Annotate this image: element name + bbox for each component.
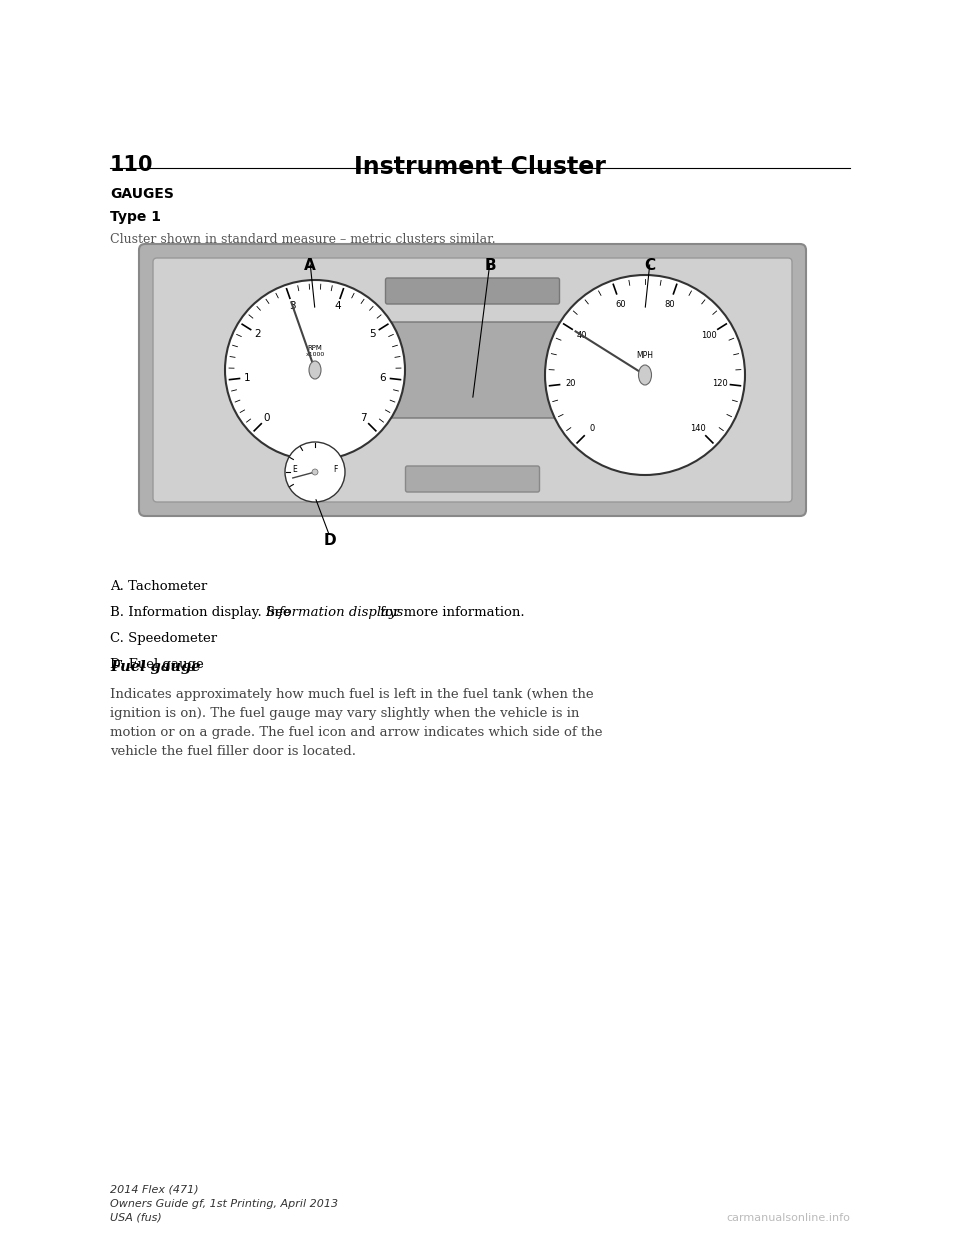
Text: carmanualsonline.info: carmanualsonline.info — [726, 1213, 850, 1223]
Text: D: D — [324, 533, 336, 548]
Text: E: E — [293, 466, 298, 474]
Text: 3: 3 — [289, 301, 296, 310]
Circle shape — [312, 469, 318, 474]
Text: 60: 60 — [615, 299, 626, 309]
Text: A. Tachometer: A. Tachometer — [110, 580, 207, 592]
FancyBboxPatch shape — [405, 466, 540, 492]
Text: 20: 20 — [565, 379, 576, 388]
Text: D. Fuel gauge: D. Fuel gauge — [110, 658, 204, 671]
Text: 2014 Flex (471): 2014 Flex (471) — [110, 1185, 199, 1195]
Text: Owners Guide gf, 1st Printing, April 2013: Owners Guide gf, 1st Printing, April 201… — [110, 1199, 338, 1208]
Text: A: A — [304, 258, 316, 273]
Text: Fuel gauge: Fuel gauge — [110, 660, 201, 674]
Ellipse shape — [638, 365, 652, 385]
FancyBboxPatch shape — [386, 278, 560, 304]
Circle shape — [225, 279, 405, 460]
Text: 2: 2 — [254, 329, 261, 339]
Text: 80: 80 — [664, 299, 675, 309]
Text: C: C — [644, 258, 656, 273]
Text: RPM: RPM — [307, 345, 323, 351]
Text: motion or on a grade. The fuel icon and arrow indicates which side of the: motion or on a grade. The fuel icon and … — [110, 727, 603, 739]
Text: 0: 0 — [264, 414, 270, 424]
Ellipse shape — [309, 361, 321, 379]
Text: ignition is on). The fuel gauge may vary slightly when the vehicle is in: ignition is on). The fuel gauge may vary… — [110, 707, 580, 720]
Text: vehicle the fuel filler door is located.: vehicle the fuel filler door is located. — [110, 745, 356, 758]
Text: 0: 0 — [589, 424, 594, 432]
Text: Indicates approximately how much fuel is left in the fuel tank (when the: Indicates approximately how much fuel is… — [110, 688, 593, 700]
Text: USA (fus): USA (fus) — [110, 1213, 161, 1223]
Text: for more information.: for more information. — [376, 606, 525, 619]
Text: 120: 120 — [711, 379, 728, 388]
Text: 100: 100 — [701, 330, 716, 339]
Text: 140: 140 — [690, 424, 706, 432]
Circle shape — [545, 274, 745, 474]
Text: B: B — [484, 258, 495, 273]
FancyBboxPatch shape — [153, 258, 792, 502]
Text: MPH: MPH — [636, 350, 654, 359]
FancyBboxPatch shape — [139, 243, 806, 515]
Text: 110: 110 — [110, 155, 154, 175]
FancyBboxPatch shape — [374, 322, 570, 419]
Text: C. Speedometer: C. Speedometer — [110, 632, 217, 645]
Text: F: F — [333, 466, 337, 474]
Text: Instrument Cluster: Instrument Cluster — [354, 155, 606, 179]
Text: B. Information display. See: B. Information display. See — [110, 606, 295, 619]
Text: 6: 6 — [379, 373, 386, 383]
Text: 7: 7 — [360, 414, 367, 424]
Text: 1: 1 — [244, 373, 251, 383]
Text: Cluster shown in standard measure – metric clusters similar.: Cluster shown in standard measure – metr… — [110, 233, 495, 246]
Text: Type 1: Type 1 — [110, 210, 161, 224]
Circle shape — [285, 442, 345, 502]
Text: GAUGES: GAUGES — [110, 188, 174, 201]
Text: 40: 40 — [576, 330, 587, 339]
Text: 4: 4 — [334, 301, 341, 310]
Text: 5: 5 — [370, 329, 376, 339]
Text: Information displays: Information displays — [265, 606, 403, 619]
Text: x1000: x1000 — [305, 353, 324, 358]
